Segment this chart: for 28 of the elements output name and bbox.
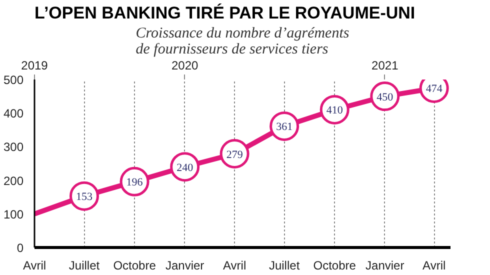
data-label: 361 — [276, 121, 293, 134]
y-tick-label: 400 — [3, 106, 24, 121]
y-tick-label: 300 — [3, 140, 24, 154]
x-tick-label: Avril — [422, 258, 446, 272]
data-label: 410 — [326, 104, 344, 117]
x-tick-label: Janvier — [165, 258, 204, 272]
chart-subtitle: Croissance du nombre d’agréments de fournisseurs de services tiers — [136, 26, 350, 58]
x2-tick-label: 2020 — [171, 58, 198, 72]
y-tick-label: 200 — [3, 174, 24, 188]
data-label: 279 — [226, 148, 244, 161]
x-tick-label: Octobre — [113, 258, 156, 272]
x-tick-label: Juillet — [268, 258, 300, 272]
y-tick-label: 500 — [3, 73, 24, 87]
data-label: 450 — [376, 91, 394, 104]
x-tick-label: Juillet — [68, 258, 100, 272]
data-label: 153 — [76, 191, 93, 204]
x-tick-label: Janvier — [366, 258, 404, 272]
data-label: 240 — [176, 162, 194, 174]
data-label: 474 — [426, 83, 443, 96]
x-tick-label: Avril — [22, 258, 46, 272]
y-tick-label: 0 — [16, 241, 24, 255]
x-tick-label: Octobre — [313, 258, 356, 272]
y-tick-label: 100 — [3, 207, 24, 222]
x2-tick-label: 2021 — [372, 58, 399, 72]
x2-tick-label: 2019 — [21, 58, 48, 72]
chart-title: L’OPEN BANKING TIRÉ PAR LE ROYAUME-UNI — [34, 2, 416, 22]
x-tick-label: Avril — [223, 258, 246, 272]
data-label: 196 — [126, 176, 144, 189]
